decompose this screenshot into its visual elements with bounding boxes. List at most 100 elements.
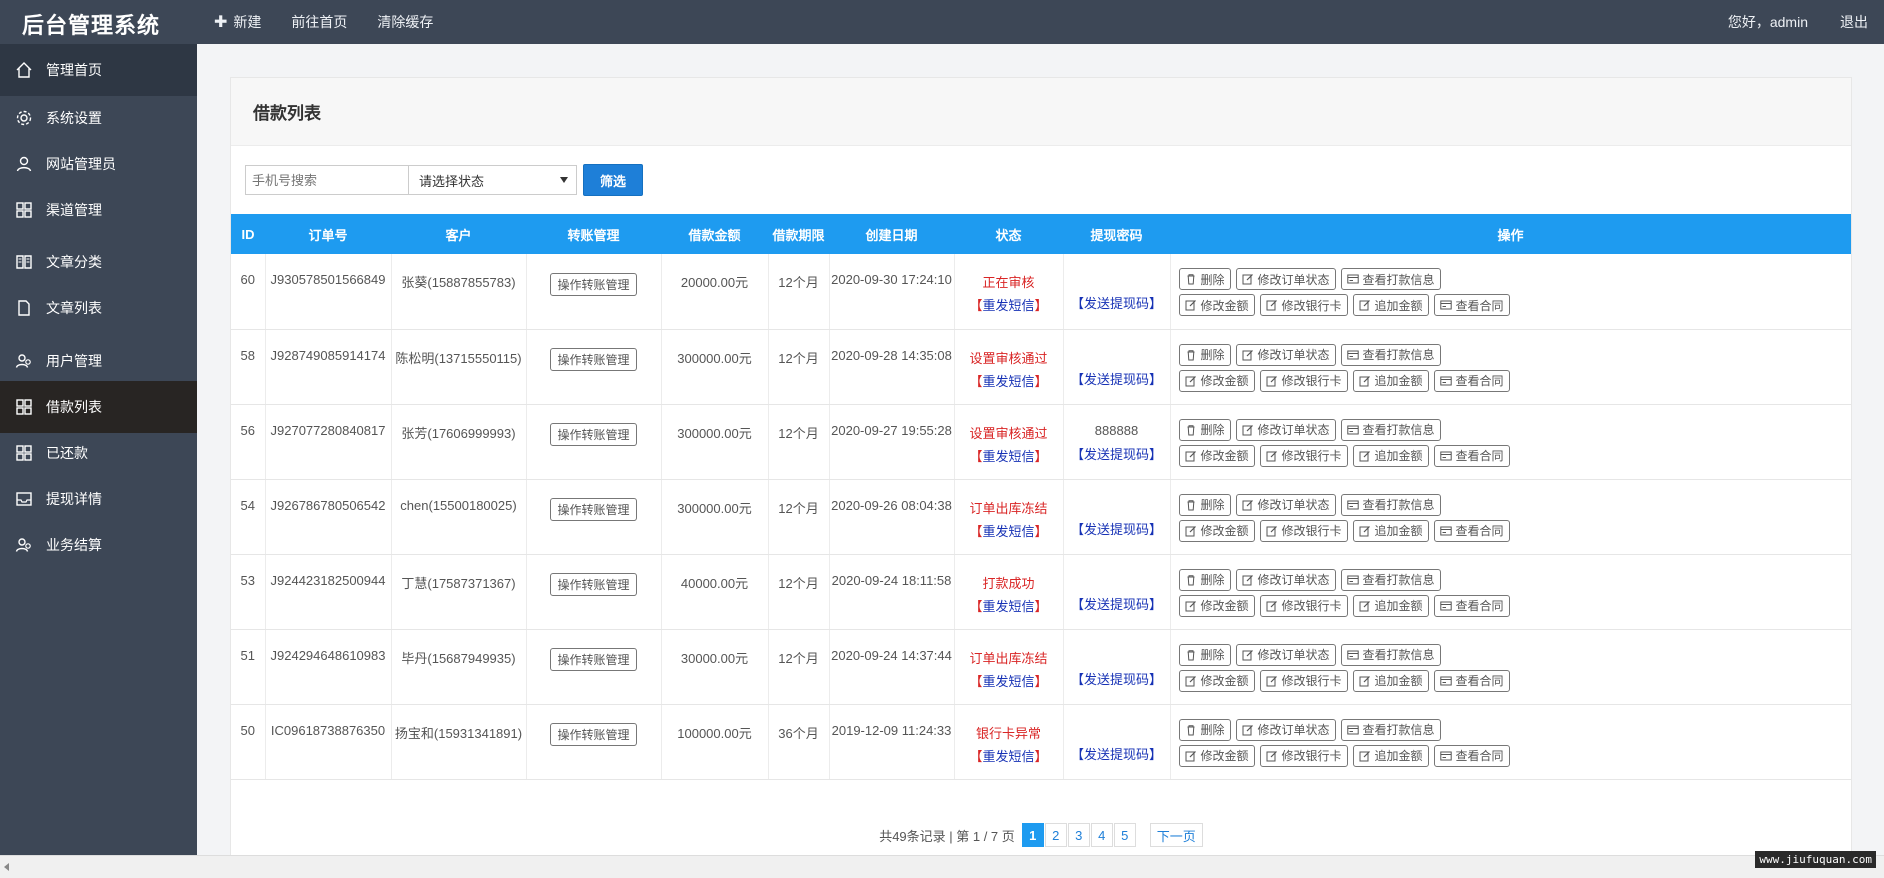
edit-bank-card-button[interactable]: 修改银行卡 — [1259, 444, 1348, 467]
filter-button[interactable]: 筛选 — [583, 164, 643, 196]
transfer-manage-button[interactable]: 操作转账管理 — [550, 272, 637, 296]
new-button[interactable]: ✚ 新建 — [214, 12, 261, 32]
send-code-link[interactable]: 【发送提现码】 — [1070, 521, 1162, 537]
page-button[interactable]: 1 — [1021, 823, 1044, 847]
view-contract-button[interactable]: 查看合同 — [1433, 744, 1510, 767]
edit-status-button[interactable]: 修改订单状态 — [1235, 343, 1336, 366]
edit-bank-card-button[interactable]: 修改银行卡 — [1259, 594, 1348, 617]
edit-status-button[interactable]: 修改订单状态 — [1235, 568, 1336, 591]
view-contract-button[interactable]: 查看合同 — [1433, 669, 1510, 692]
add-amount-button[interactable]: 追加金额 — [1352, 294, 1429, 316]
add-amount-button[interactable]: 追加金额 — [1352, 594, 1429, 617]
resend-sms-link[interactable]: 【重发短信】 — [969, 448, 1048, 464]
page-button[interactable]: 2 — [1044, 823, 1067, 847]
edit-amount-button[interactable]: 修改金额 — [1178, 669, 1255, 692]
delete-button[interactable]: 删除 — [1178, 643, 1231, 666]
status-select[interactable]: 请选择状态 — [409, 165, 577, 195]
edit-amount-button[interactable]: 修改金额 — [1178, 369, 1255, 392]
sidebar-item-7[interactable]: 借款列表 — [0, 381, 197, 433]
edit-bank-card-button[interactable]: 修改银行卡 — [1259, 519, 1348, 542]
user-greeting[interactable]: 您好，admin — [1727, 14, 1808, 30]
cell-order: J924423182500944 — [265, 554, 392, 630]
clear-cache-link[interactable]: 清除缓存 — [377, 14, 434, 30]
view-payment-button[interactable]: 查看打款信息 — [1340, 718, 1441, 741]
view-payment-button[interactable]: 查看打款信息 — [1340, 568, 1441, 591]
send-code-link[interactable]: 【发送提现码】 — [1070, 296, 1162, 311]
next-page-button[interactable]: 下一页 — [1149, 823, 1203, 847]
transfer-manage-button[interactable]: 操作转账管理 — [550, 648, 637, 671]
logout-link[interactable]: 退出 — [1840, 14, 1868, 30]
sidebar-item-0[interactable]: 管理首页 — [0, 44, 197, 96]
view-payment-button[interactable]: 查看打款信息 — [1340, 418, 1441, 441]
sidebar-item-8[interactable]: 已还款 — [0, 427, 197, 479]
view-payment-button[interactable]: 查看打款信息 — [1340, 268, 1441, 290]
edit-status-button[interactable]: 修改订单状态 — [1235, 418, 1336, 441]
send-code-link[interactable]: 【发送提现码】 — [1070, 671, 1162, 687]
scroll-left-icon[interactable] — [4, 863, 9, 871]
add-amount-button[interactable]: 追加金额 — [1352, 744, 1429, 767]
add-amount-button[interactable]: 追加金额 — [1352, 519, 1429, 542]
transfer-manage-button[interactable]: 操作转账管理 — [550, 573, 637, 596]
edit-bank-card-button[interactable]: 修改银行卡 — [1259, 744, 1348, 767]
view-payment-button[interactable]: 查看打款信息 — [1340, 493, 1441, 516]
view-contract-button[interactable]: 查看合同 — [1433, 594, 1510, 617]
send-code-link[interactable]: 【发送提现码】 — [1070, 446, 1162, 462]
delete-button[interactable]: 删除 — [1178, 718, 1231, 741]
transfer-manage-button[interactable]: 操作转账管理 — [550, 423, 637, 446]
sidebar-item-10[interactable]: 业务结算 — [0, 519, 197, 571]
resend-sms-link[interactable]: 【重发短信】 — [969, 598, 1048, 614]
resend-sms-link[interactable]: 【重发短信】 — [969, 748, 1048, 764]
add-amount-button[interactable]: 追加金额 — [1352, 444, 1429, 467]
sidebar-item-9[interactable]: 提现详情 — [0, 473, 197, 525]
view-payment-button[interactable]: 查看打款信息 — [1340, 343, 1441, 366]
add-amount-button[interactable]: 追加金额 — [1352, 669, 1429, 692]
edit-status-button[interactable]: 修改订单状态 — [1235, 268, 1336, 290]
resend-sms-link[interactable]: 【重发短信】 — [969, 298, 1048, 313]
edit-status-button[interactable]: 修改订单状态 — [1235, 718, 1336, 741]
resend-sms-link[interactable]: 【重发短信】 — [969, 373, 1048, 389]
transfer-manage-button[interactable]: 操作转账管理 — [550, 723, 637, 746]
delete-button[interactable]: 删除 — [1178, 568, 1231, 591]
transfer-manage-button[interactable]: 操作转账管理 — [550, 348, 637, 371]
edit-amount-button[interactable]: 修改金额 — [1178, 744, 1255, 767]
cell-code: 【发送提现码】 — [1063, 629, 1171, 705]
edit-bank-card-button[interactable]: 修改银行卡 — [1259, 369, 1348, 392]
go-home-link[interactable]: 前往首页 — [291, 14, 348, 30]
delete-button[interactable]: 删除 — [1178, 268, 1231, 290]
transfer-manage-button[interactable]: 操作转账管理 — [550, 498, 637, 521]
edit-bank-card-button[interactable]: 修改银行卡 — [1259, 669, 1348, 692]
sidebar-item-1[interactable]: 系统设置 — [0, 92, 197, 144]
add-amount-button[interactable]: 追加金额 — [1352, 369, 1429, 392]
edit-amount-button[interactable]: 修改金额 — [1178, 294, 1255, 316]
delete-button[interactable]: 删除 — [1178, 418, 1231, 441]
horizontal-scrollbar[interactable] — [0, 855, 1884, 878]
sidebar-item-2[interactable]: 网站管理员 — [0, 138, 197, 190]
view-contract-button[interactable]: 查看合同 — [1433, 444, 1510, 467]
view-payment-button[interactable]: 查看打款信息 — [1340, 643, 1441, 666]
resend-sms-link[interactable]: 【重发短信】 — [969, 673, 1048, 689]
edit-amount-button[interactable]: 修改金额 — [1178, 519, 1255, 542]
sidebar-item-4[interactable]: 文章分类 — [0, 236, 197, 288]
send-code-link[interactable]: 【发送提现码】 — [1070, 746, 1162, 762]
edit-status-button[interactable]: 修改订单状态 — [1235, 493, 1336, 516]
resend-sms-link[interactable]: 【重发短信】 — [969, 523, 1048, 539]
edit-bank-card-button[interactable]: 修改银行卡 — [1259, 294, 1348, 316]
send-code-link[interactable]: 【发送提现码】 — [1070, 371, 1162, 387]
page-button[interactable]: 4 — [1090, 823, 1113, 847]
sidebar-item-3[interactable]: 渠道管理 — [0, 184, 197, 236]
view-contract-button[interactable]: 查看合同 — [1433, 519, 1510, 542]
cell-customer: 丁慧(17587371367) — [391, 554, 527, 630]
send-code-link[interactable]: 【发送提现码】 — [1070, 596, 1162, 612]
view-contract-button[interactable]: 查看合同 — [1433, 369, 1510, 392]
edit-status-button[interactable]: 修改订单状态 — [1235, 643, 1336, 666]
edit-amount-button[interactable]: 修改金额 — [1178, 594, 1255, 617]
page-button[interactable]: 5 — [1113, 823, 1136, 847]
view-contract-button[interactable]: 查看合同 — [1433, 294, 1510, 316]
sidebar-item-6[interactable]: 用户管理 — [0, 335, 197, 387]
edit-amount-button[interactable]: 修改金额 — [1178, 444, 1255, 467]
sidebar-item-5[interactable]: 文章列表 — [0, 282, 197, 334]
delete-button[interactable]: 删除 — [1178, 493, 1231, 516]
delete-button[interactable]: 删除 — [1178, 343, 1231, 366]
phone-search-input[interactable] — [245, 165, 409, 195]
page-button[interactable]: 3 — [1067, 823, 1090, 847]
